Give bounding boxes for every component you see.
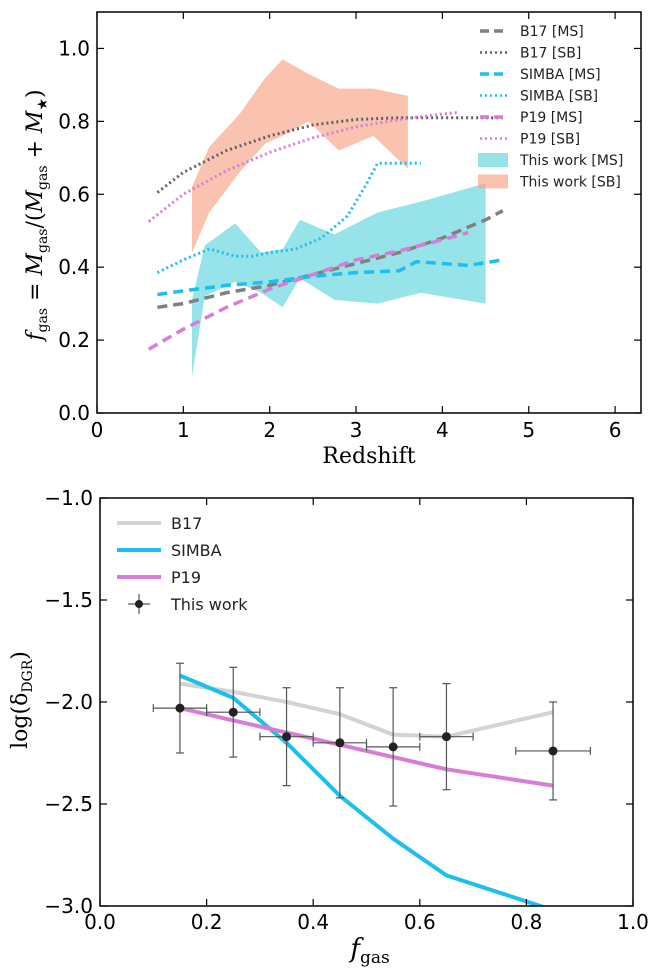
legend-label: SIMBA [MS] bbox=[520, 67, 601, 83]
legend-label: SIMBA bbox=[171, 541, 222, 560]
data-point bbox=[152, 662, 208, 754]
chart-gas-fraction-vs-redshift: 0 1 2 3 4 5 6 0.0 0.2 0.4 0.6 0.8 1.0 Redshift fgas… bbox=[23, 11, 642, 469]
data-point bbox=[206, 666, 261, 758]
series-p19-sb bbox=[147, 110, 460, 223]
legend-label: P19 [MS] bbox=[520, 110, 583, 126]
y-tick-label: 0.6 bbox=[58, 182, 90, 206]
y-tick-label: 0.0 bbox=[58, 401, 90, 425]
legend-item: P19 bbox=[117, 568, 201, 587]
legend: B17 SIMBA P19 This work bbox=[117, 514, 248, 614]
x-tick-label: 5 bbox=[522, 418, 535, 442]
legend-swatch-marker bbox=[135, 600, 143, 608]
y-tick-label: 0.2 bbox=[58, 328, 90, 352]
legend-label: This work [SB] bbox=[519, 175, 621, 191]
point-marker bbox=[548, 746, 558, 756]
legend-item: P19 [SB] bbox=[480, 132, 580, 148]
legend-swatch bbox=[478, 153, 508, 167]
legend-item: This work bbox=[128, 594, 248, 614]
y-tick-label: 0.8 bbox=[58, 109, 90, 133]
x-tick-label: 4 bbox=[436, 418, 449, 442]
legend-label: B17 bbox=[171, 514, 202, 533]
x-tick-label: 1.0 bbox=[617, 910, 649, 934]
x-tick-label: 1 bbox=[177, 418, 190, 442]
band-this-work-ms bbox=[192, 183, 486, 377]
x-axis-ticks: 0 1 2 3 4 5 6 bbox=[91, 12, 622, 442]
y-tick-label: −3.0 bbox=[44, 894, 93, 918]
point-marker bbox=[175, 703, 185, 713]
x-tick-label: 6 bbox=[609, 418, 622, 442]
x-tick-label: 2 bbox=[263, 418, 276, 442]
point-marker bbox=[441, 732, 451, 742]
x-tick-label: 0.4 bbox=[297, 910, 329, 934]
x-tick-label: 0.2 bbox=[191, 910, 223, 934]
legend-item: B17 [SB] bbox=[480, 46, 581, 62]
legend-item: This work [SB] bbox=[478, 174, 621, 191]
y-axis-ticks: −1.0 −1.5 −2.0 −2.5 −3.0 bbox=[44, 486, 633, 918]
lines-layer bbox=[147, 110, 504, 351]
series-b17-ms bbox=[157, 209, 504, 310]
data-point bbox=[365, 687, 421, 807]
band-this-work-sb bbox=[192, 59, 408, 253]
legend-item: B17 bbox=[117, 514, 202, 533]
legend-item: P19 [MS] bbox=[480, 110, 583, 126]
data-point bbox=[419, 683, 474, 791]
legend-item: SIMBA [MS] bbox=[480, 67, 601, 83]
y-axis-ticks: 0.0 0.2 0.4 0.6 0.8 1.0 bbox=[58, 36, 641, 425]
points-layer bbox=[152, 662, 591, 807]
legend: B17 [MS] B17 [SB] SIMBA [MS] SIMBA [SB] P19 … bbox=[478, 24, 623, 191]
data-point bbox=[312, 687, 368, 799]
y-tick-label: −1.5 bbox=[44, 588, 93, 612]
x-tick-label: 0 bbox=[91, 418, 104, 442]
legend-item: SIMBA [SB] bbox=[480, 89, 598, 105]
legend-label: This work [MS] bbox=[519, 153, 623, 169]
legend-label: P19 bbox=[171, 568, 201, 587]
legend-label: P19 [SB] bbox=[520, 132, 580, 148]
legend-label: SIMBA [SB] bbox=[520, 89, 598, 105]
point-marker bbox=[282, 732, 292, 742]
x-axis-label: Redshift bbox=[322, 444, 415, 469]
y-tick-label: 0.4 bbox=[58, 255, 90, 279]
legend-label: This work bbox=[170, 595, 248, 614]
x-tick-label: 3 bbox=[350, 418, 363, 442]
legend-item: This work [MS] bbox=[478, 153, 623, 169]
x-tick-label: 0.6 bbox=[404, 910, 436, 934]
plot-frame bbox=[96, 11, 642, 414]
y-tick-label: 1.0 bbox=[58, 36, 90, 60]
data-point bbox=[515, 701, 591, 801]
y-axis-label: fgas = Mgas/(Mgas + M★) bbox=[23, 89, 51, 342]
series-simba-ms bbox=[157, 258, 504, 297]
data-point bbox=[259, 687, 314, 787]
legend-item: B17 [MS] bbox=[480, 24, 584, 40]
legend-label: B17 [MS] bbox=[520, 24, 584, 40]
bands-layer bbox=[192, 59, 486, 377]
y-tick-label: −1.0 bbox=[44, 486, 93, 510]
point-marker bbox=[228, 707, 238, 717]
chart-dgr-vs-gas-fraction: 0.0 0.2 0.4 0.6 0.8 1.0 −1.0−1.5−2.0−2.5−3.0 … bbox=[8, 486, 649, 968]
series-p19-ms bbox=[147, 230, 469, 351]
x-tick-label: 0.8 bbox=[510, 910, 542, 934]
legend-swatch bbox=[478, 174, 508, 189]
y-tick-label: −2.5 bbox=[44, 792, 93, 816]
point-marker bbox=[388, 742, 398, 752]
y-tick-label: −2.0 bbox=[44, 690, 93, 714]
point-marker bbox=[335, 738, 345, 748]
legend-label: B17 [SB] bbox=[520, 46, 581, 62]
x-axis-ticks: 0.0 0.2 0.4 0.6 0.8 1.0 bbox=[84, 498, 649, 934]
legend-item: SIMBA bbox=[117, 541, 222, 560]
x-tick-label: 0.0 bbox=[84, 910, 116, 934]
